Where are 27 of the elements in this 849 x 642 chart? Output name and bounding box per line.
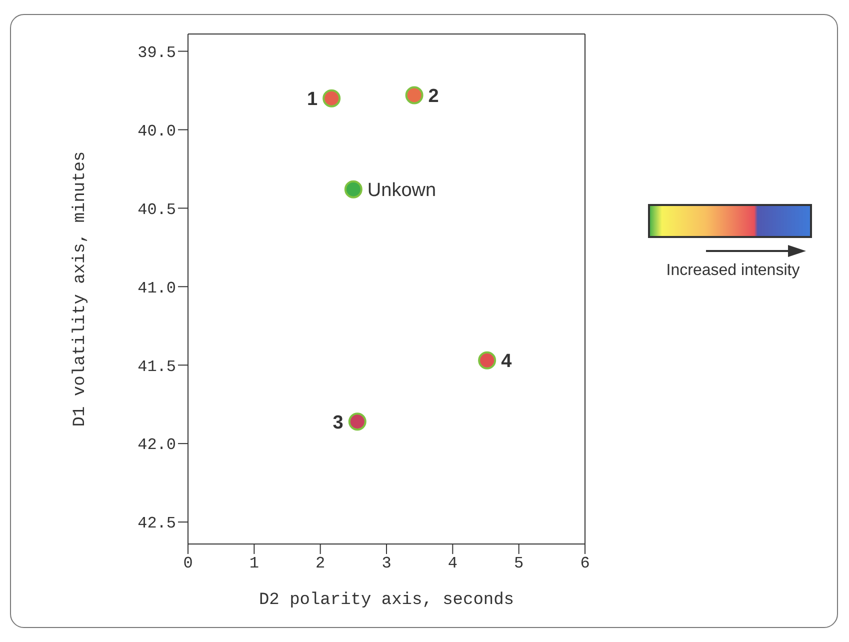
point xyxy=(348,412,366,431)
point xyxy=(478,351,496,370)
x-tick-label: 0 xyxy=(183,554,193,572)
annotation: Unkown xyxy=(367,180,436,202)
y-tick-label: 41.0 xyxy=(138,279,176,298)
point xyxy=(344,180,362,198)
x-tick-label: 3 xyxy=(382,554,392,572)
y-tick-label: 40.0 xyxy=(138,122,176,140)
y-tick-label: 39.5 xyxy=(138,44,176,62)
point xyxy=(322,89,341,108)
annotation: 3 xyxy=(332,412,344,434)
y-tick-label: 41.5 xyxy=(138,358,176,376)
x-tick-label: 2 xyxy=(316,554,326,572)
x-tick-label: 4 xyxy=(448,554,458,572)
point xyxy=(405,86,424,104)
annotation: 2 xyxy=(428,86,439,107)
y-tick-label: 42.5 xyxy=(138,514,176,533)
x-tick-label: 5 xyxy=(514,554,524,572)
annotation: 1 xyxy=(307,89,318,110)
x-tick-label: 1 xyxy=(249,554,259,572)
x-axis-title: D2 polarity axis, seconds xyxy=(258,591,514,610)
annotation: 4 xyxy=(501,351,512,372)
y-axis-title: D1 volatility axis, minutes xyxy=(71,151,90,427)
y-tick-label: 40.5 xyxy=(138,200,176,219)
text: Increased intensity xyxy=(665,262,801,280)
y-tick-label: 42.0 xyxy=(138,436,176,454)
x-tick-label: 6 xyxy=(580,554,590,572)
